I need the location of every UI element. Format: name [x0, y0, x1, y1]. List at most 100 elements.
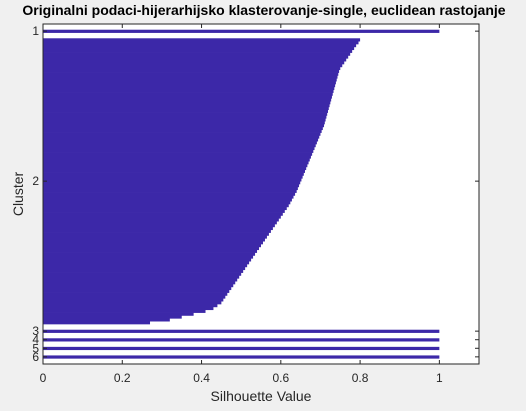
silhouette-bar [43, 129, 322, 133]
silhouette-bar [43, 312, 194, 316]
silhouette-bar [43, 258, 252, 262]
y-tick-label: 6 [32, 350, 39, 364]
silhouette-bar [43, 206, 287, 211]
silhouette-bar [43, 112, 328, 116]
silhouette-bar [43, 272, 242, 276]
silhouette-bar [43, 186, 298, 191]
x-tick-label: 0.6 [272, 371, 289, 385]
silhouette-bar [43, 284, 234, 288]
silhouette-bar [43, 135, 320, 139]
x-tick-label: 0 [40, 371, 47, 385]
silhouette-bar [43, 181, 301, 185]
silhouette-bar [43, 198, 292, 202]
silhouette-bar [43, 89, 334, 93]
silhouette-bar [43, 221, 277, 225]
silhouette-bar [43, 292, 228, 296]
silhouette-bar [43, 304, 218, 308]
silhouette-bar [43, 109, 328, 113]
silhouette-bar [43, 106, 329, 111]
silhouette-bar [43, 235, 267, 239]
x-axis-label: Silhouette Value [211, 388, 312, 404]
silhouette-bar [43, 301, 222, 305]
silhouette-bar [43, 158, 310, 162]
silhouette-bar [43, 229, 271, 233]
silhouette-bar [43, 329, 440, 333]
silhouette-bar [43, 55, 349, 59]
silhouette-bar [43, 266, 246, 271]
x-tick-label: 1 [436, 371, 443, 385]
silhouette-bar [43, 204, 289, 208]
silhouette-bar [43, 172, 304, 176]
silhouette-bar [43, 309, 206, 313]
silhouette-bar [43, 241, 263, 245]
silhouette-bar [43, 306, 214, 311]
silhouette-bar [43, 44, 357, 48]
silhouette-bar [43, 161, 309, 165]
silhouette-bar [43, 86, 335, 91]
silhouette-bar [43, 338, 440, 342]
silhouette-bar [43, 75, 338, 79]
y-tick-label: 5 [32, 341, 39, 355]
silhouette-bar [43, 192, 296, 196]
silhouette-bar [43, 212, 283, 216]
y-tick-label: 1 [32, 24, 39, 38]
y-tick-label: 2 [32, 174, 39, 188]
silhouette-bar [43, 46, 355, 51]
silhouette-bar [43, 218, 279, 222]
silhouette-bar [43, 101, 331, 105]
x-axis: 0 0.2 0.4 0.6 0.8 1 [40, 24, 443, 385]
silhouette-bar [43, 249, 258, 253]
silhouette-bar [43, 169, 305, 173]
silhouette-bar [43, 255, 254, 259]
silhouette-bar [43, 141, 317, 145]
x-tick-label: 0.8 [352, 371, 369, 385]
silhouette-bar [43, 72, 339, 76]
silhouette-bar [43, 244, 261, 248]
silhouette-bar [43, 318, 170, 322]
silhouette-bar [43, 58, 347, 62]
silhouette-bar [43, 126, 323, 131]
silhouette-bar [43, 184, 300, 188]
silhouette-bar [43, 66, 341, 71]
silhouette-bar [43, 346, 440, 351]
silhouette-bar [43, 264, 248, 268]
silhouette-bar [43, 95, 332, 99]
silhouette-bar [43, 152, 313, 156]
silhouette-bar [43, 195, 294, 199]
silhouette-bar [43, 269, 244, 273]
silhouette-bar [43, 315, 182, 319]
plot-frame [42, 23, 480, 365]
silhouette-bar [43, 146, 315, 151]
silhouette-bar [43, 209, 285, 213]
y-tick-label: 3 [32, 324, 39, 338]
silhouette-bar [43, 64, 343, 68]
silhouette-bar [43, 132, 321, 136]
silhouette-bar [43, 298, 224, 302]
silhouette-bar [43, 164, 308, 168]
silhouette-bar [43, 224, 275, 228]
silhouette-bar [43, 49, 353, 53]
silhouette-bar [43, 84, 336, 88]
silhouette-bar [43, 175, 303, 179]
silhouette-bar [43, 98, 332, 102]
silhouette-bar [43, 201, 291, 205]
x-tick-label: 0.2 [114, 371, 131, 385]
silhouette-bar [43, 189, 297, 193]
silhouette-bar [43, 246, 260, 251]
silhouette-bar [43, 155, 311, 159]
y-axis-label: Cluster [10, 171, 26, 216]
silhouette-bar [43, 29, 440, 33]
silhouette-bar [43, 295, 226, 299]
silhouette-bars [43, 29, 440, 359]
silhouette-bar [43, 52, 351, 56]
silhouette-bar [43, 226, 273, 231]
silhouette-bar [43, 355, 440, 359]
chart-title: Originalni podaci-hijerarhijsko klastero… [22, 2, 505, 18]
silhouette-bar [43, 289, 230, 293]
silhouette-bar [43, 124, 325, 128]
silhouette-bar [43, 252, 256, 256]
silhouette-bar [43, 281, 236, 285]
